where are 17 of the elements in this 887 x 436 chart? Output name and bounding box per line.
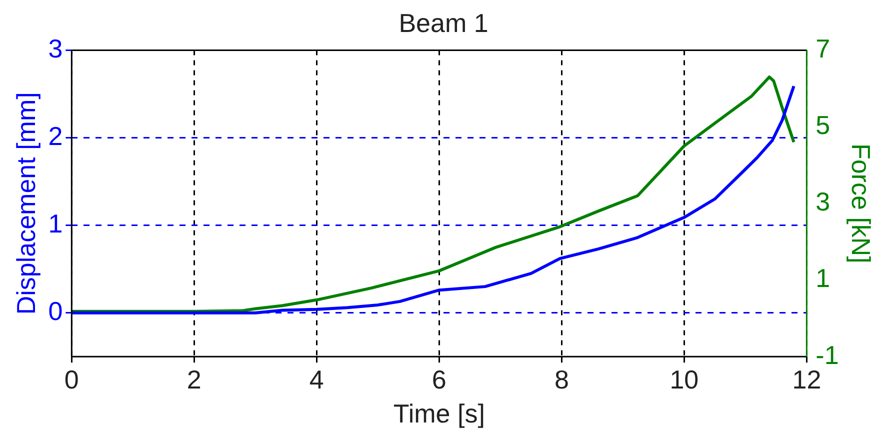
x-tick-label: 6 bbox=[432, 364, 446, 394]
y2-tick-label: 5 bbox=[816, 110, 830, 140]
y2-tick-label: 1 bbox=[816, 263, 830, 294]
y-tick-label: 2 bbox=[48, 120, 63, 151]
x-tick-label: 8 bbox=[554, 364, 569, 394]
y2-tick-label: 7 bbox=[816, 33, 830, 64]
x-axis-title: Time [s] bbox=[393, 398, 485, 429]
y2-tick-label: 3 bbox=[816, 186, 830, 217]
x-tick-label: 10 bbox=[670, 364, 699, 394]
y-axis-title: Displacement [mm] bbox=[10, 92, 41, 315]
y-tick-label: 0 bbox=[48, 296, 63, 326]
x-tick-label: 2 bbox=[186, 364, 202, 394]
y-tick-label: 3 bbox=[48, 33, 63, 64]
y-tick-label: 1 bbox=[48, 208, 63, 238]
chart-title: Beam 1 bbox=[398, 8, 488, 38]
y2-axis-title: Force [kN] bbox=[846, 143, 876, 264]
x-tick-label: 4 bbox=[309, 364, 324, 394]
